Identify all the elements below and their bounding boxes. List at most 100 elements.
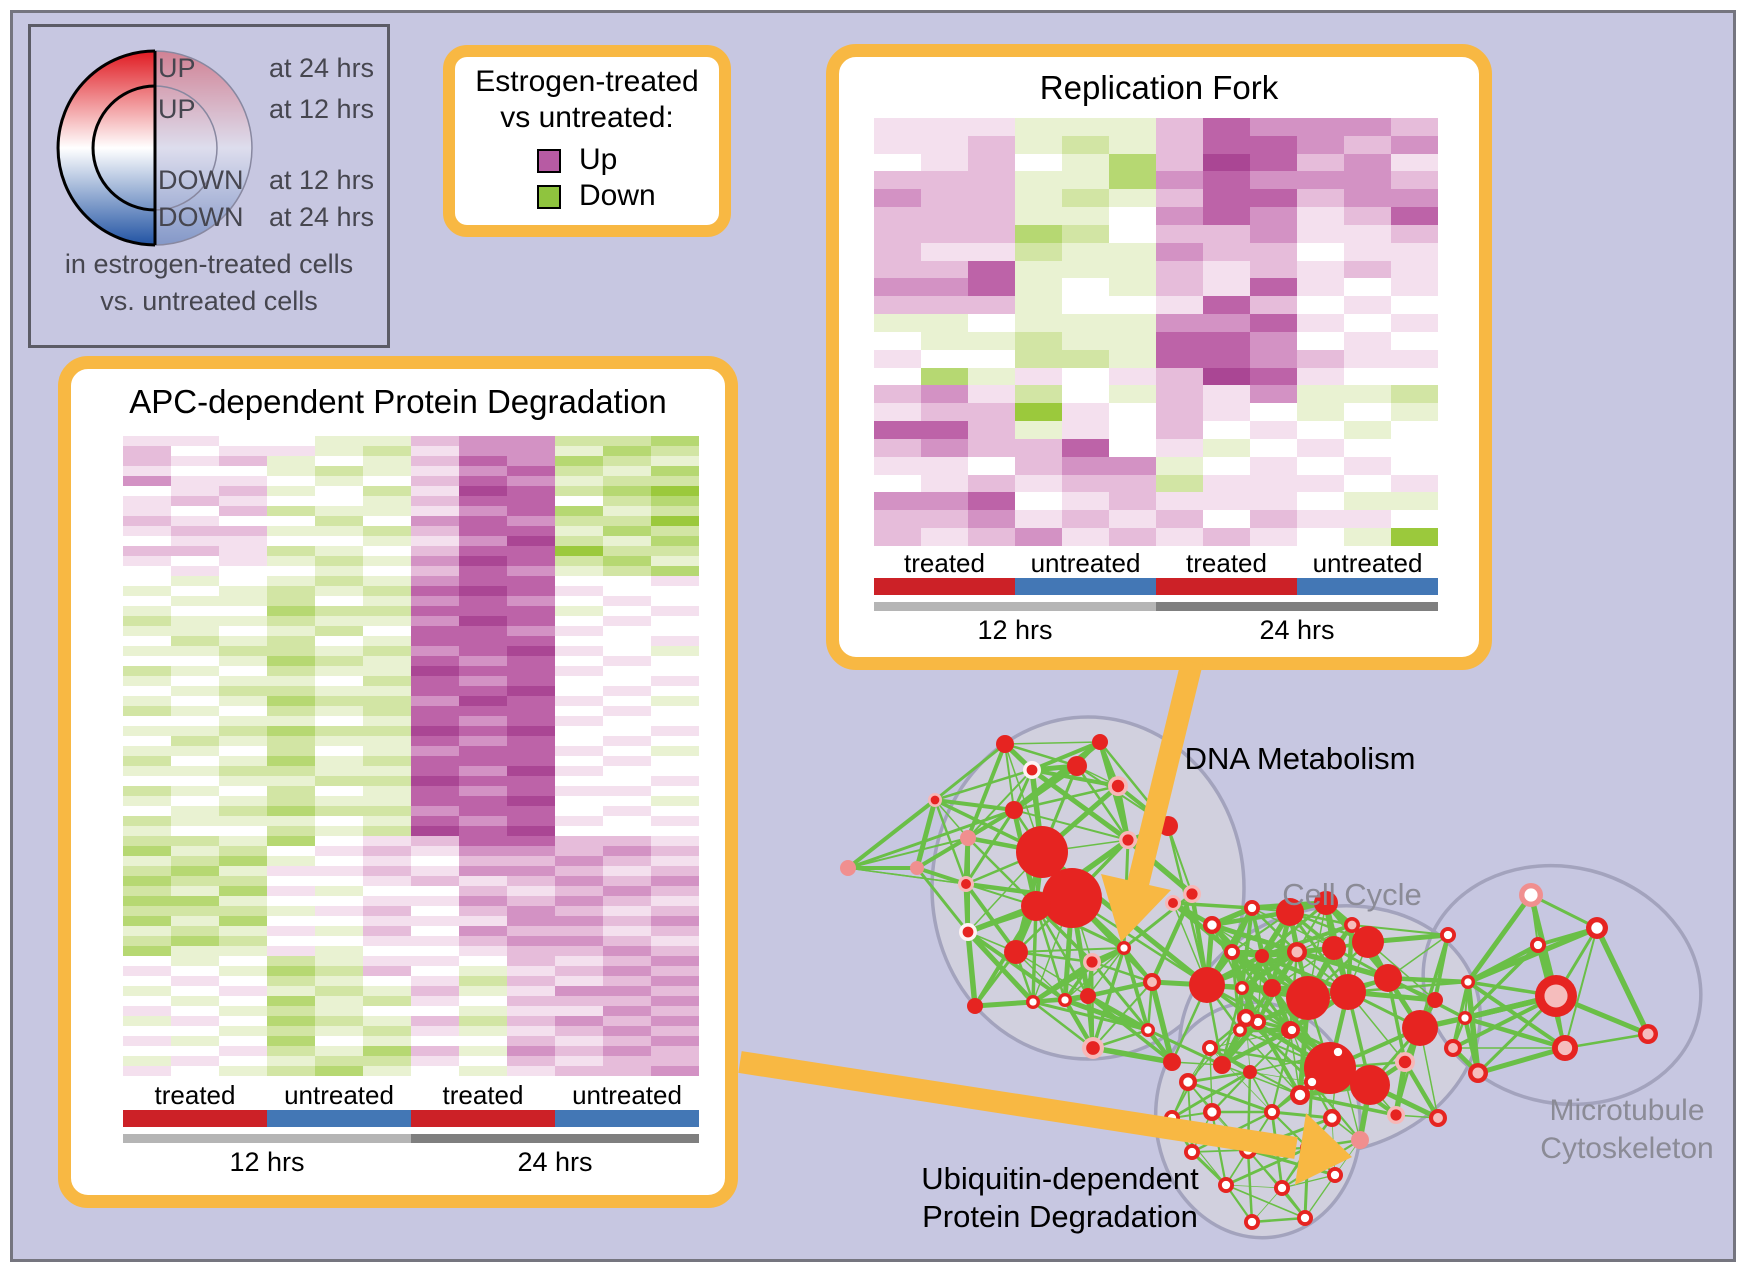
heatmap-cell: [921, 528, 968, 546]
heatmap-cell: [315, 646, 363, 656]
heatmap-cell: [171, 866, 219, 876]
heatmap-cell: [1203, 421, 1250, 439]
heatmap-cell: [603, 946, 651, 956]
heatmap-cell: [363, 856, 411, 866]
heatmap-cell: [411, 996, 459, 1006]
heatmap-row: [123, 906, 699, 916]
heatmap-cell: [267, 846, 315, 856]
heatmap-cell: [507, 496, 555, 506]
heatmap-cell: [219, 756, 267, 766]
heatmap-cell: [921, 349, 968, 368]
heatmap-row: [123, 736, 699, 746]
cluster-label-microtubule: Microtubule Cytoskeleton: [1492, 1092, 1750, 1168]
heatmap-cell: [411, 506, 459, 516]
heatmap-cell: [651, 996, 699, 1006]
heatmap-cell: [1391, 474, 1438, 493]
heatmap-cell: [123, 996, 171, 1006]
heatmap-cell: [921, 224, 968, 243]
heatmap-cell: [123, 706, 171, 716]
column-group-label: untreated: [1030, 548, 1141, 578]
heatmap-cell: [968, 456, 1015, 475]
heatmap-cell: [459, 826, 507, 836]
heatmap-cell: [1250, 331, 1297, 350]
heatmap-cell: [968, 314, 1015, 332]
heatmap-cell: [315, 896, 363, 906]
heatmap-cell: [1062, 403, 1109, 422]
heatmap-cell: [507, 786, 555, 796]
heatmap-cell: [363, 1026, 411, 1036]
heatmap-cell: [219, 876, 267, 886]
heatmap-cell: [968, 118, 1015, 136]
heatmap-cell: [555, 926, 603, 936]
heatmap-row: [123, 476, 699, 486]
heatmap-cell: [555, 786, 603, 796]
heatmap-cell: [459, 696, 507, 706]
heatmap-cell: [507, 556, 555, 566]
heatmap-cell: [651, 526, 699, 536]
heatmap-row: [874, 189, 1438, 208]
heatmap-cell: [363, 506, 411, 516]
heatmap-cell: [459, 886, 507, 896]
heatmap-cell: [651, 826, 699, 836]
heatmap-row: [874, 438, 1438, 457]
heatmap-cell: [651, 916, 699, 926]
heatmap-cell: [315, 606, 363, 616]
heatmap-cell: [507, 506, 555, 516]
heatmap-cell: [315, 796, 363, 806]
heatmap-cell: [603, 536, 651, 546]
heatmap-cell: [363, 726, 411, 736]
heatmap-cell: [651, 1026, 699, 1036]
heatmap-cell: [459, 936, 507, 946]
heatmap-cell: [171, 596, 219, 606]
heatmap-cell: [603, 976, 651, 986]
heatmap-cell: [1344, 224, 1391, 243]
heatmap-row: [123, 1016, 699, 1026]
updown-dir-label: DOWN: [158, 202, 244, 232]
heatmap-cell: [267, 1036, 315, 1046]
heatmap-cell: [459, 616, 507, 626]
heatmap-cell: [1297, 153, 1344, 172]
heatmap-cell: [651, 566, 699, 576]
heatmap-cell: [555, 516, 603, 526]
heatmap-row: [123, 886, 699, 896]
heatmap-cell: [267, 686, 315, 696]
heatmap-row: [123, 806, 699, 816]
heatmap-cell: [171, 516, 219, 526]
heatmap-cell: [171, 896, 219, 906]
heatmap-row: [123, 456, 699, 466]
heatmap-cell: [459, 786, 507, 796]
heatmap-cell: [874, 171, 921, 190]
heatmap-cell: [219, 576, 267, 586]
heatmap-cell: [267, 726, 315, 736]
heatmap-cell: [459, 916, 507, 926]
heatmap-cell: [171, 856, 219, 866]
heatmap-cell: [219, 476, 267, 486]
heatmap-cell: [1250, 421, 1297, 439]
heatmap-cell: [1015, 349, 1062, 368]
heatmap-cell: [1015, 260, 1062, 279]
heatmap-cell: [1062, 510, 1109, 529]
heatmap-cell: [1109, 474, 1156, 493]
heatmap-cell: [411, 436, 459, 446]
heatmap-cell: [171, 736, 219, 746]
heatmap-cell: [651, 716, 699, 726]
heatmap-cell: [1297, 260, 1344, 279]
heatmap-row: [123, 756, 699, 766]
heatmap-cell: [1344, 189, 1391, 208]
heatmap-cell: [459, 946, 507, 956]
heatmap-cell: [651, 856, 699, 866]
heatmap-cell: [315, 476, 363, 486]
heatmap-cell: [411, 826, 459, 836]
heatmap-cell: [968, 331, 1015, 350]
heatmap-cell: [411, 896, 459, 906]
heatmap-cell: [968, 135, 1015, 154]
heatmap-cell: [651, 576, 699, 586]
time-label: 12 hrs: [977, 615, 1053, 645]
heatmap-cell: [219, 1066, 267, 1076]
heatmap-cell: [1391, 242, 1438, 261]
heatmap-cell: [1250, 492, 1297, 511]
column-group-label: untreated: [1312, 548, 1423, 578]
heatmap-cell: [507, 1056, 555, 1066]
heatmap-cell: [651, 836, 699, 846]
heatmap-cell: [1109, 242, 1156, 261]
